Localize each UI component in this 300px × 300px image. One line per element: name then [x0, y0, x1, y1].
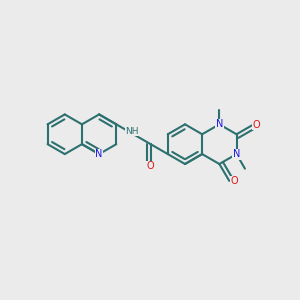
Text: O: O	[147, 161, 154, 171]
Text: O: O	[231, 176, 238, 186]
Text: NH: NH	[125, 127, 139, 136]
Text: N: N	[233, 149, 240, 159]
Text: N: N	[95, 149, 103, 159]
Text: O: O	[253, 120, 260, 130]
Text: N: N	[216, 119, 223, 129]
